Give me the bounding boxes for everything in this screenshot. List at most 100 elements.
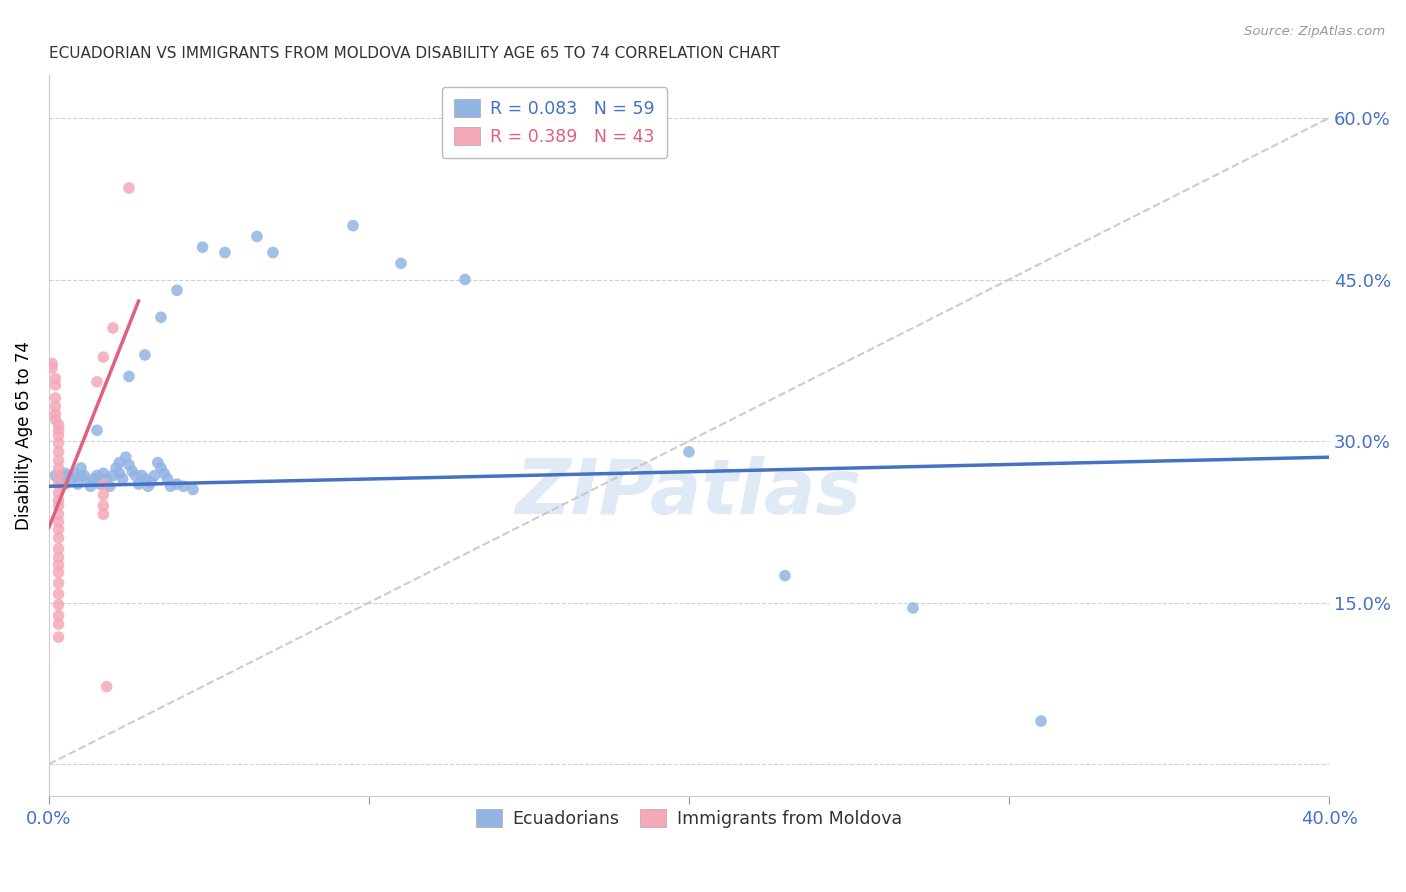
Point bbox=[44, 378, 66, 392]
Text: ZIPatlas: ZIPatlas bbox=[516, 457, 862, 531]
Point bbox=[48, 617, 70, 632]
Point bbox=[48, 472, 70, 486]
Point bbox=[44, 412, 66, 426]
Point bbox=[114, 450, 136, 465]
Point bbox=[76, 475, 98, 489]
Point bbox=[48, 417, 70, 432]
Point bbox=[44, 371, 66, 385]
Point bbox=[48, 531, 70, 545]
Point bbox=[48, 499, 70, 513]
Point bbox=[118, 369, 141, 384]
Y-axis label: Disability Age 65 to 74: Disability Age 65 to 74 bbox=[15, 342, 32, 530]
Point bbox=[79, 479, 101, 493]
Point bbox=[134, 472, 156, 486]
Point bbox=[73, 468, 96, 483]
Point bbox=[134, 348, 156, 362]
Point bbox=[51, 475, 73, 489]
Point bbox=[41, 360, 63, 375]
Point bbox=[48, 436, 70, 450]
Point bbox=[149, 461, 172, 475]
Point bbox=[149, 310, 172, 325]
Point bbox=[146, 456, 169, 470]
Point bbox=[93, 508, 115, 522]
Point bbox=[166, 477, 188, 491]
Point bbox=[143, 468, 166, 483]
Point bbox=[53, 477, 76, 491]
Point bbox=[48, 493, 70, 508]
Point bbox=[131, 468, 153, 483]
Point bbox=[153, 467, 176, 481]
Point bbox=[63, 467, 86, 481]
Point bbox=[121, 464, 143, 478]
Point bbox=[44, 407, 66, 421]
Point bbox=[214, 245, 236, 260]
Point bbox=[86, 423, 108, 437]
Point bbox=[191, 240, 214, 254]
Point bbox=[48, 461, 70, 475]
Point bbox=[108, 456, 131, 470]
Point bbox=[48, 428, 70, 442]
Point bbox=[156, 472, 179, 486]
Point bbox=[118, 181, 141, 195]
Point bbox=[48, 608, 70, 623]
Point bbox=[342, 219, 364, 233]
Point bbox=[246, 229, 269, 244]
Point bbox=[93, 350, 115, 364]
Point bbox=[48, 423, 70, 437]
Point bbox=[48, 453, 70, 467]
Point bbox=[96, 680, 118, 694]
Point bbox=[48, 566, 70, 580]
Legend: Ecuadorians, Immigrants from Moldova: Ecuadorians, Immigrants from Moldova bbox=[470, 802, 908, 835]
Point bbox=[89, 477, 111, 491]
Text: ECUADORIAN VS IMMIGRANTS FROM MOLDOVA DISABILITY AGE 65 TO 74 CORRELATION CHART: ECUADORIAN VS IMMIGRANTS FROM MOLDOVA DI… bbox=[49, 46, 780, 62]
Point bbox=[678, 445, 700, 459]
Point bbox=[389, 256, 412, 270]
Point bbox=[128, 477, 150, 491]
Point bbox=[44, 400, 66, 414]
Point bbox=[48, 508, 70, 522]
Point bbox=[48, 515, 70, 529]
Point bbox=[48, 445, 70, 459]
Point bbox=[118, 458, 141, 472]
Point bbox=[93, 488, 115, 502]
Point bbox=[96, 472, 118, 486]
Point bbox=[83, 472, 105, 486]
Text: Source: ZipAtlas.com: Source: ZipAtlas.com bbox=[1244, 25, 1385, 38]
Point bbox=[181, 483, 204, 497]
Point bbox=[56, 468, 79, 483]
Point bbox=[48, 558, 70, 572]
Point bbox=[159, 479, 181, 493]
Point bbox=[141, 475, 163, 489]
Point bbox=[48, 576, 70, 591]
Point bbox=[136, 479, 159, 493]
Point bbox=[124, 468, 146, 483]
Point bbox=[60, 472, 83, 486]
Point bbox=[70, 461, 93, 475]
Point bbox=[93, 499, 115, 513]
Point bbox=[53, 467, 76, 481]
Point bbox=[48, 598, 70, 612]
Point bbox=[70, 468, 93, 483]
Point bbox=[86, 375, 108, 389]
Point bbox=[86, 468, 108, 483]
Point bbox=[48, 550, 70, 565]
Point bbox=[108, 467, 131, 481]
Point bbox=[93, 477, 115, 491]
Point bbox=[773, 568, 796, 582]
Point bbox=[901, 601, 924, 615]
Point bbox=[48, 587, 70, 601]
Point bbox=[172, 479, 194, 493]
Point bbox=[1029, 714, 1052, 728]
Point bbox=[101, 321, 124, 335]
Point bbox=[111, 472, 134, 486]
Point bbox=[48, 477, 70, 491]
Point bbox=[48, 541, 70, 556]
Point bbox=[48, 630, 70, 644]
Point bbox=[98, 479, 121, 493]
Point bbox=[48, 522, 70, 536]
Point bbox=[454, 272, 477, 286]
Point bbox=[166, 283, 188, 297]
Point bbox=[101, 468, 124, 483]
Point bbox=[262, 245, 284, 260]
Point bbox=[48, 485, 70, 500]
